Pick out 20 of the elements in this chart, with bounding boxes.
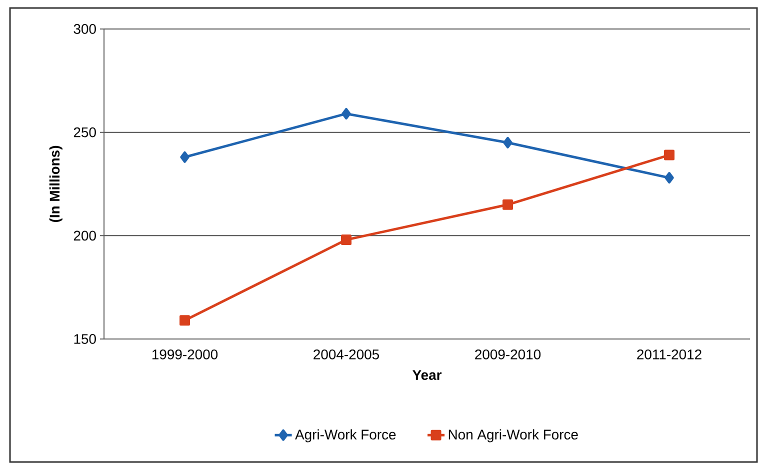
x-tick-label: 2011-2012 — [637, 349, 702, 360]
x-axis-title: Year — [412, 370, 442, 380]
point — [502, 199, 514, 210]
point — [664, 150, 675, 160]
point — [342, 108, 351, 120]
y-tick-label: 150 — [74, 334, 96, 344]
y-tick-label: 200 — [74, 230, 96, 241]
x-tick-label: 2009-2010 — [475, 349, 541, 360]
legend-label: Agri-Work Force — [295, 429, 396, 442]
point — [180, 151, 190, 163]
x-tick-label: 1999-2000 — [152, 349, 218, 360]
y-tick-label: 300 — [74, 24, 96, 34]
legend-label: Non Agri-Work Force — [448, 429, 578, 442]
y-axis-title: (In Millions) — [49, 146, 62, 222]
point — [341, 234, 352, 246]
point — [180, 315, 190, 326]
y-tick-label: 250 — [74, 127, 96, 138]
point — [503, 136, 512, 148]
point — [664, 172, 674, 184]
x-tick-label: 2004-2005 — [314, 349, 380, 360]
